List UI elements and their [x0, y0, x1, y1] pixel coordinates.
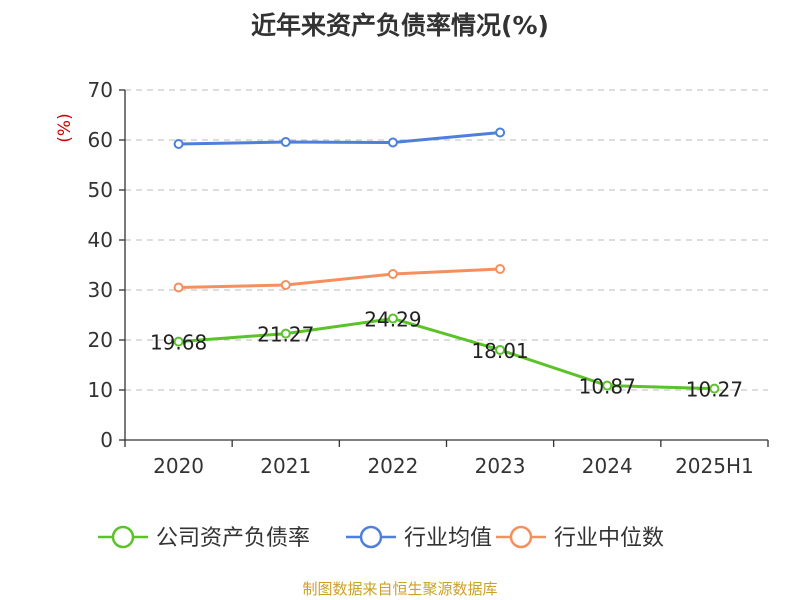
legend-marker-2 [509, 525, 533, 549]
data-point-0-0 [173, 336, 184, 347]
series-line-2 [178, 267, 501, 289]
data-point-1-1 [280, 137, 291, 147]
source-note: 制图数据来自恒生聚源数据库 [302, 580, 498, 598]
chart-title: 近年来资产负债率情况(%) [251, 11, 549, 40]
gridlines [125, 89, 768, 391]
y-tick-label-30: 30 [88, 278, 113, 302]
y-tick-label-0: 0 [100, 428, 113, 452]
series-line-0 [178, 317, 715, 391]
data-labels: 19.68 21.27 24.29 18.01 10.87 10.27 [150, 308, 743, 402]
x-tick-label-2025H1: 2025H1 [675, 454, 754, 478]
y-tick-label-70: 70 [88, 78, 113, 102]
data-point-0-4 [602, 380, 613, 391]
y-tick-label-50: 50 [88, 178, 113, 202]
data-label-0-4: 10.87 [579, 375, 636, 399]
x-tick-label-2024: 2024 [582, 454, 633, 478]
x-tick-label-2021: 2021 [260, 454, 311, 478]
legend: 公司资产负债率 行业均值 行业中位数 [98, 525, 664, 551]
data-point-0-3 [495, 344, 506, 355]
y-axis-unit: (%) [55, 113, 75, 142]
data-point-1-2 [387, 137, 398, 148]
data-point-1-0 [173, 139, 184, 149]
legend-marker-1 [359, 525, 383, 549]
axes: 0 10 20 30 40 50 60 70 2020 2021 2022 2023 2024 2025H… [88, 78, 769, 478]
x-tick-label-2020: 2020 [153, 454, 204, 478]
legend-label-0: 公司资产负债率 [156, 526, 310, 551]
data-point-2-3 [495, 264, 506, 274]
y-tick-label-40: 40 [88, 228, 113, 252]
legend-label-1: 行业均值 [404, 526, 492, 551]
y-tick-label-60: 60 [88, 128, 113, 152]
x-tick-label-2023: 2023 [475, 454, 526, 478]
data-point-0-2 [387, 313, 398, 324]
data-label-0-5: 10.27 [686, 378, 743, 402]
data-label-0-1: 21.27 [257, 323, 314, 347]
data-label-0-2: 24.29 [364, 308, 421, 332]
data-point-1-3 [495, 127, 506, 138]
data-point-0-5 [709, 383, 720, 394]
data-point-2-1 [280, 280, 291, 290]
legend-marker-0 [111, 525, 135, 549]
data-point-2-2 [387, 269, 398, 279]
series-lines [173, 127, 720, 394]
data-point-0-1 [280, 328, 291, 339]
data-point-2-0 [173, 282, 184, 293]
x-tick-label-2022: 2022 [367, 454, 418, 478]
y-tick-label-10: 10 [88, 378, 113, 402]
series-line-1 [178, 131, 501, 146]
legend-label-2: 行业中位数 [554, 526, 664, 551]
data-label-0-0: 19.68 [150, 331, 207, 355]
data-label-0-3: 18.01 [471, 339, 528, 363]
y-tick-label-20: 20 [88, 328, 113, 352]
